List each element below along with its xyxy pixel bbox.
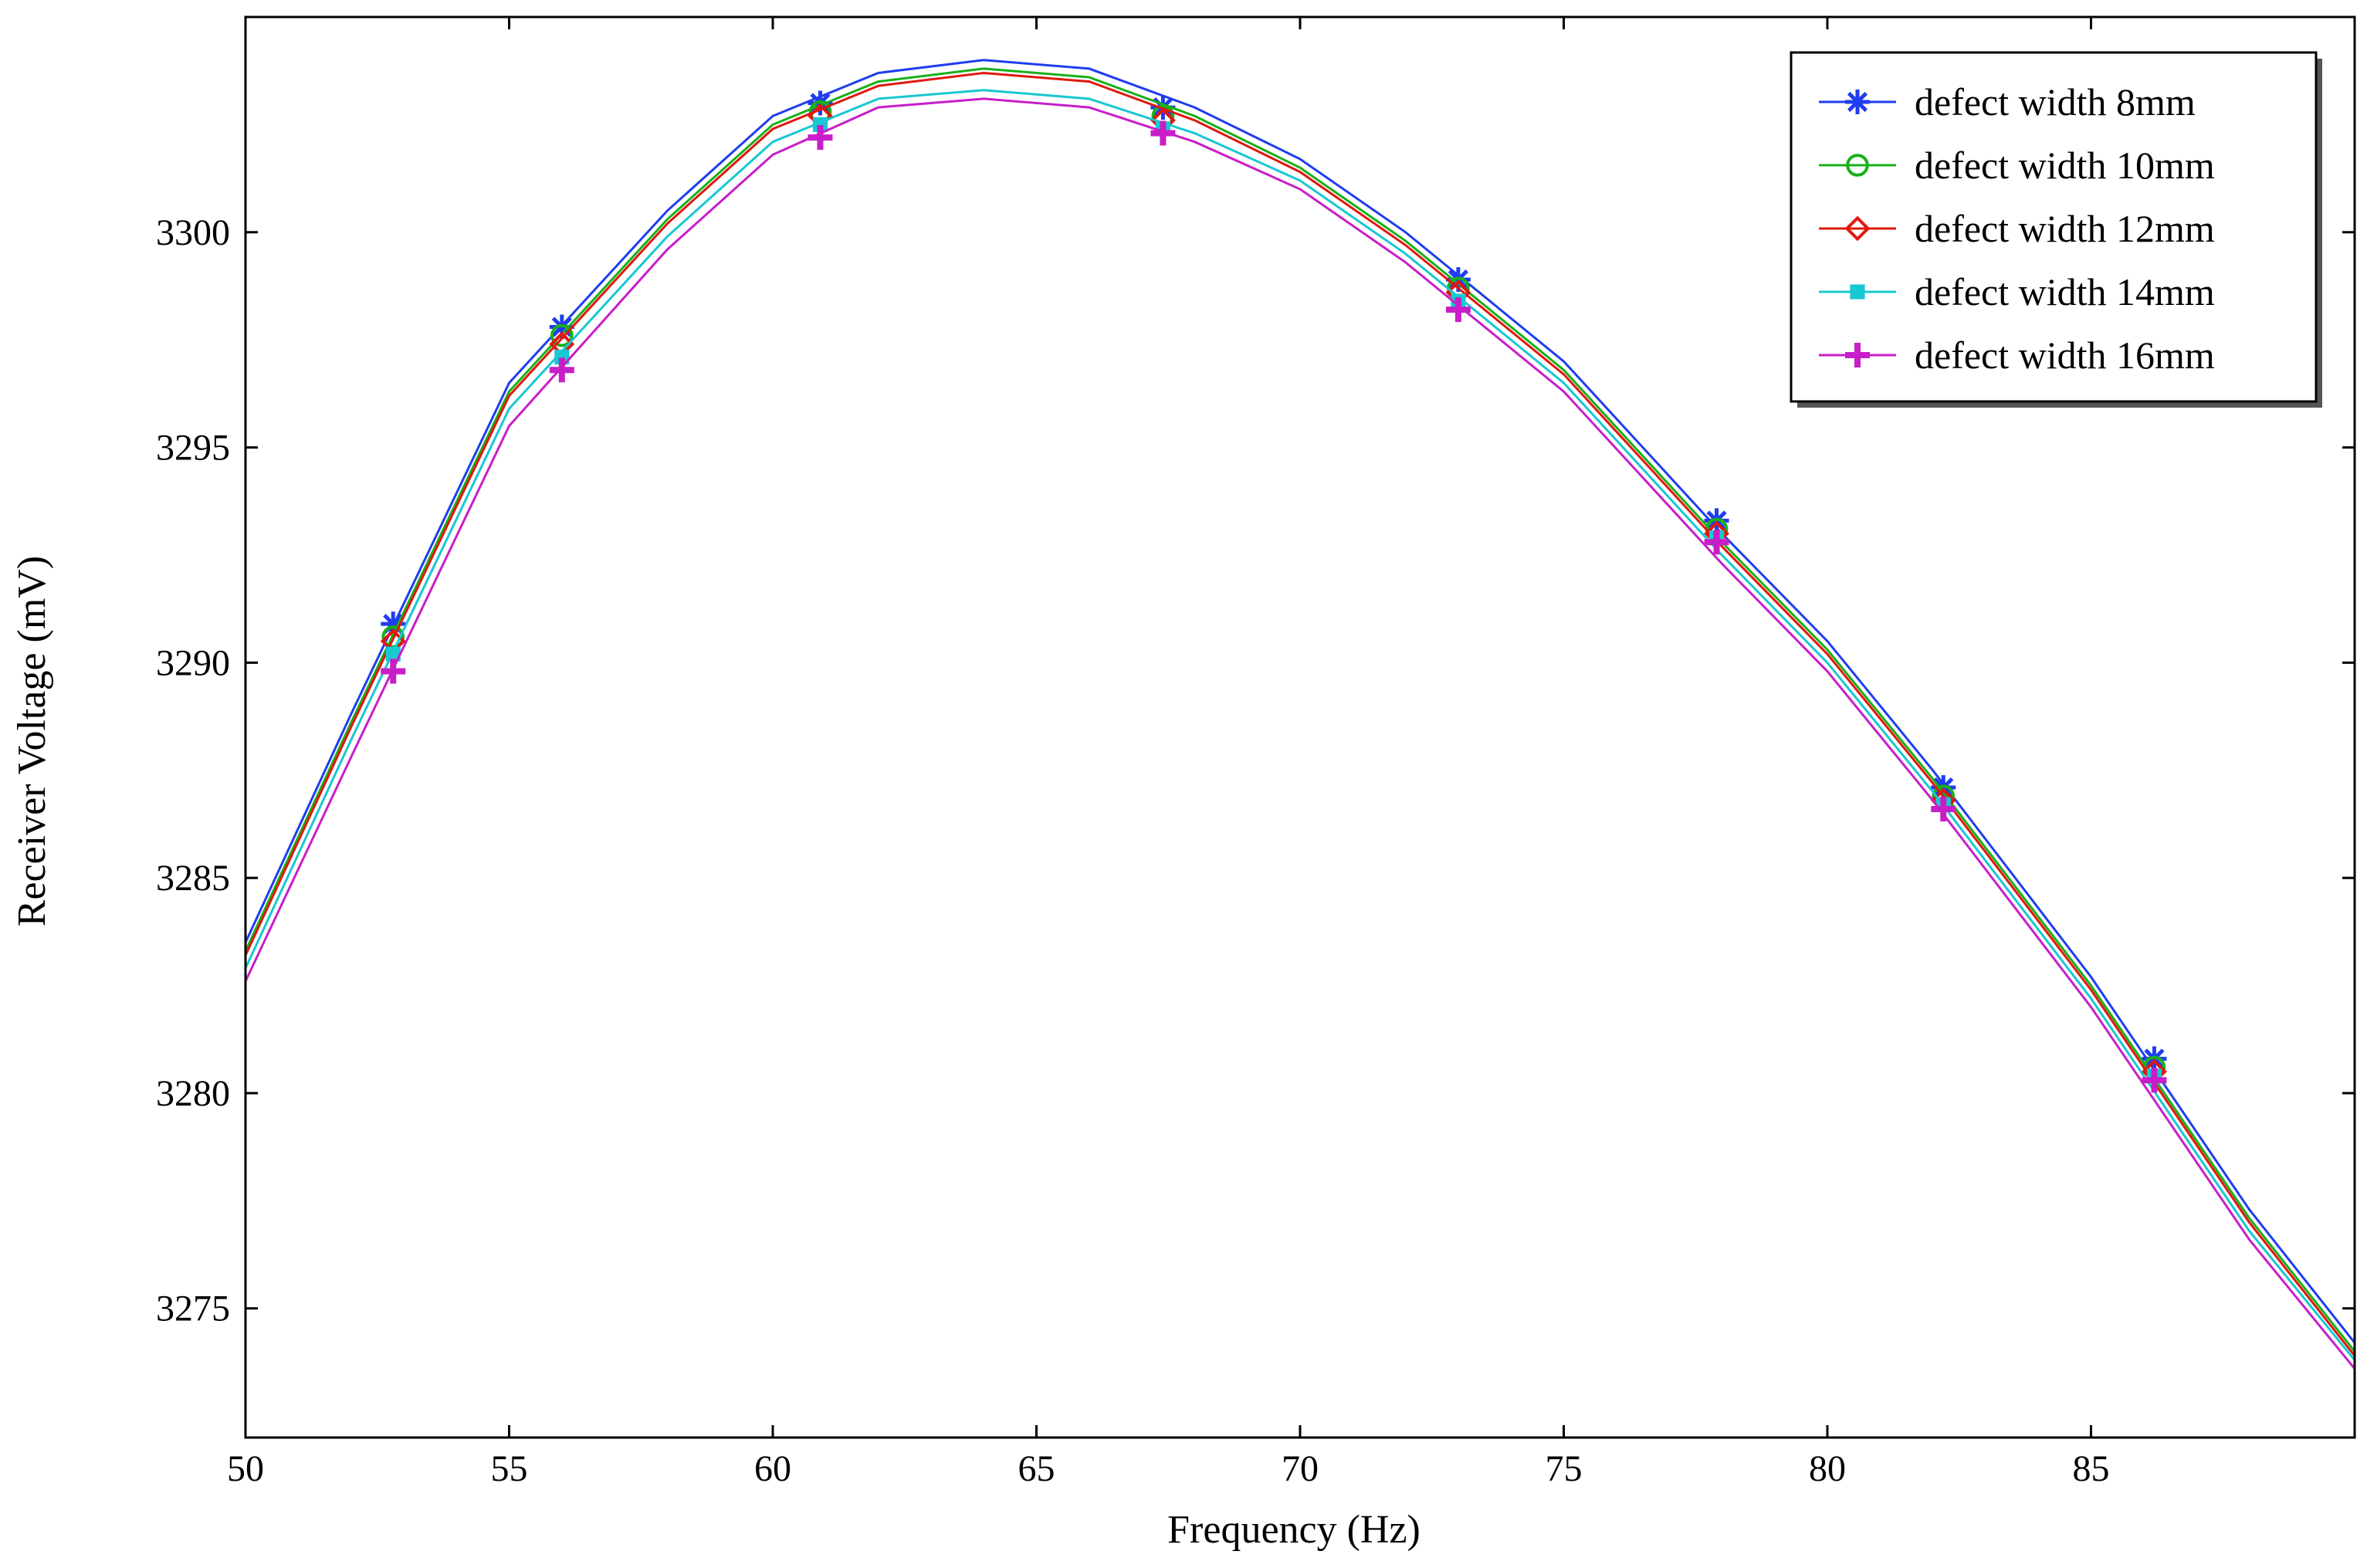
legend-marker-defect-width-16mm <box>1845 343 1870 367</box>
diamond-mark <box>1844 215 1871 242</box>
y-axis-label: Receiver Voltage (mV) <box>10 556 54 926</box>
legend: defect width 8mm defect width 10mm defect … <box>1790 51 2322 408</box>
x-tick-label: 85 <box>2073 1448 2110 1489</box>
x-tick-label: 55 <box>491 1448 528 1489</box>
square-mark <box>385 646 401 662</box>
data-point-defect-width-16mm <box>808 125 833 151</box>
series-line-defect-width-8mm <box>244 59 2356 1344</box>
x-axis-label: Frequency (Hz) <box>1167 1508 1421 1552</box>
circle-mark <box>550 323 574 347</box>
x-tick-label: 65 <box>1018 1448 1055 1489</box>
data-point-defect-width-16mm <box>1445 297 1471 323</box>
x-tick-label: 70 <box>1282 1448 1319 1489</box>
series-line-defect-width-14mm <box>244 89 2356 1361</box>
data-point-defect-width-16mm <box>1931 796 1956 821</box>
legend-marker-defect-width-12mm <box>1844 215 1871 242</box>
x-tick-label: 60 <box>754 1448 791 1489</box>
square-mark <box>554 349 570 365</box>
legend-label-defect-width-8mm: defect width 8mm <box>1915 80 2196 124</box>
series-line-defect-width-12mm <box>244 71 2356 1356</box>
y-tick-label: 3285 <box>156 858 230 899</box>
legend-box <box>1790 51 2318 403</box>
legend-label-defect-width-14mm: defect width 14mm <box>1915 270 2215 313</box>
y-tick-label: 3300 <box>156 212 230 253</box>
x-tick-label: 80 <box>1809 1448 1846 1489</box>
legend-marker-defect-width-8mm <box>1845 90 1870 114</box>
data-point-defect-width-16mm <box>1150 120 1176 146</box>
square-mark <box>1850 284 1865 300</box>
data-point-defect-width-16mm <box>2142 1068 2167 1093</box>
data-point-defect-width-14mm <box>812 117 828 132</box>
plot-area <box>244 59 2356 1370</box>
data-point-defect-width-16mm <box>381 659 406 684</box>
square-mark <box>812 117 828 132</box>
legend-label-defect-width-10mm: defect width 10mm <box>1915 144 2215 187</box>
y-tick-label: 3295 <box>156 428 230 469</box>
data-point-defect-width-16mm <box>1704 530 1729 555</box>
data-point-defect-width-14mm <box>385 646 401 662</box>
legend-marker-defect-width-14mm <box>1850 284 1865 300</box>
y-tick-label: 3275 <box>156 1289 230 1329</box>
series-line-defect-width-16mm <box>244 97 2356 1370</box>
x-tick-label: 75 <box>1546 1448 1583 1489</box>
data-point-defect-width-16mm <box>549 357 574 383</box>
legend-marker-defect-width-10mm <box>1846 154 1869 177</box>
y-tick-label: 3280 <box>156 1073 230 1114</box>
asterisk-stroke <box>1847 91 1868 113</box>
x-tick-label: 50 <box>227 1448 264 1489</box>
circle-mark <box>1846 154 1869 177</box>
data-point-defect-width-10mm <box>550 323 574 347</box>
legend-label-defect-width-12mm: defect width 12mm <box>1915 207 2215 250</box>
axes: 50 55 60 65 70 75 80 85 3275 3280 3285 3290 3295 3300 <box>156 15 2356 1489</box>
series-line-defect-width-10mm <box>244 67 2356 1353</box>
y-tick-label: 3290 <box>156 642 230 683</box>
data-point-defect-width-14mm <box>554 349 570 365</box>
legend-label-defect-width-16mm: defect width 16mm <box>1915 334 2215 377</box>
